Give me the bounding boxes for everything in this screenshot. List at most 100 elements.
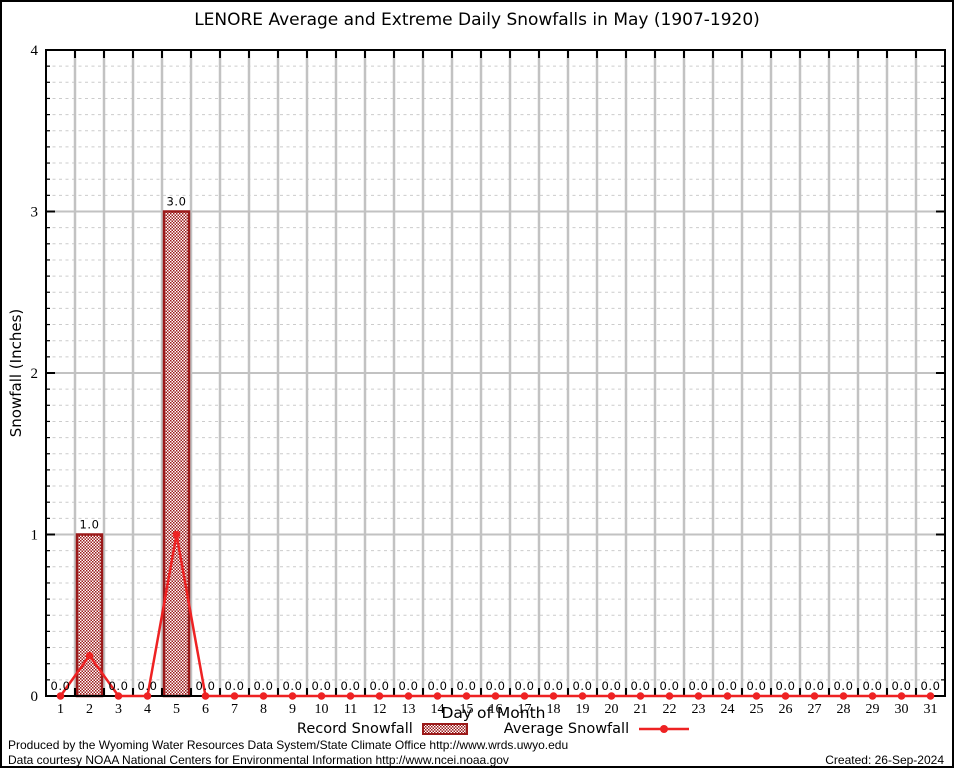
average-marker-day-17: [520, 692, 529, 700]
value-label-day-1: 0.0: [50, 679, 70, 693]
value-label-day-28: 0.0: [833, 679, 853, 693]
value-label-day-27: 0.0: [804, 679, 824, 693]
average-marker-day-11: [346, 692, 355, 700]
svg-text:30: 30: [895, 702, 909, 717]
svg-text:16: 16: [489, 702, 503, 717]
svg-text:21: 21: [634, 702, 648, 717]
value-label-day-29: 0.0: [862, 679, 882, 693]
x-axis-title: Day of Month: [441, 704, 546, 722]
value-label-day-9: 0.0: [282, 679, 302, 693]
svg-text:14: 14: [431, 702, 445, 717]
svg-text:2: 2: [86, 702, 93, 717]
svg-text:17: 17: [518, 702, 532, 717]
average-marker-day-18: [549, 692, 558, 700]
average-marker-day-27: [810, 692, 819, 700]
svg-text:3: 3: [31, 205, 39, 221]
value-label-day-13: 0.0: [398, 679, 418, 693]
average-marker-day-1: [56, 692, 65, 700]
value-label-day-10: 0.0: [311, 679, 331, 693]
average-marker-day-19: [578, 692, 587, 700]
svg-text:0: 0: [31, 689, 39, 705]
chart-legend: Record Snowfall Average Snowfall: [44, 721, 943, 737]
svg-text:19: 19: [576, 702, 590, 717]
average-marker-day-12: [375, 692, 384, 700]
svg-text:2: 2: [31, 366, 39, 382]
svg-text:4: 4: [31, 43, 39, 59]
footer-data-courtesy: Data courtesy NOAA National Centers for …: [8, 753, 509, 767]
svg-text:8: 8: [260, 702, 267, 717]
legend-record-label: Record Snowfall: [296, 721, 413, 737]
value-label-day-21: 0.0: [630, 679, 650, 693]
svg-text:12: 12: [373, 702, 387, 717]
average-marker-day-7: [230, 692, 239, 700]
value-label-day-18: 0.0: [543, 679, 563, 693]
record-snowfall-swatch-icon: [421, 723, 468, 735]
svg-text:27: 27: [808, 702, 822, 717]
value-label-day-14: 0.0: [427, 679, 447, 693]
svg-text:25: 25: [750, 702, 764, 717]
footer-produced-by: Produced by the Wyoming Water Resources …: [8, 738, 569, 752]
svg-text:1: 1: [57, 702, 64, 717]
y-minor-gridlines: [46, 65, 945, 681]
svg-text:1: 1: [31, 528, 39, 544]
value-label-day-31: 0.0: [920, 679, 940, 693]
average-marker-day-8: [259, 692, 268, 700]
record-value-labels: 0.0 1.0 0.0 0.0 3.0 0.0 0.0 0.0 0.0 0.0 0.0 0.0 0.0 0…: [50, 195, 940, 694]
svg-text:5: 5: [173, 702, 180, 717]
value-label-day-12: 0.0: [369, 679, 389, 693]
average-marker-day-29: [868, 692, 877, 700]
average-snowfall-line: [56, 530, 935, 700]
value-label-day-16: 0.0: [485, 679, 505, 693]
plot-area: 0.0 1.0 0.0 0.0 3.0 0.0 0.0 0.0 0.0 0.0 0.0 0.0 0.0 0…: [31, 43, 946, 717]
value-label-day-15: 0.0: [456, 679, 476, 693]
value-label-day-25: 0.0: [746, 679, 766, 693]
average-marker-day-14: [433, 692, 442, 700]
average-marker-day-26: [781, 692, 790, 700]
average-marker-day-13: [404, 692, 413, 700]
svg-text:23: 23: [692, 702, 706, 717]
value-label-day-8: 0.0: [253, 679, 273, 693]
svg-text:6: 6: [202, 702, 209, 717]
svg-text:22: 22: [663, 702, 677, 717]
average-marker-day-30: [897, 692, 906, 700]
value-label-day-5: 3.0: [166, 195, 186, 209]
value-label-day-2: 1.0: [79, 518, 99, 532]
svg-text:3: 3: [115, 702, 122, 717]
value-label-day-24: 0.0: [717, 679, 737, 693]
value-label-day-6: 0.0: [195, 679, 215, 693]
svg-text:10: 10: [315, 702, 329, 717]
chart-title: LENORE Average and Extreme Daily Snowfal…: [194, 10, 760, 30]
svg-text:18: 18: [547, 702, 561, 717]
average-marker-day-25: [752, 692, 761, 700]
svg-text:4: 4: [144, 702, 151, 717]
value-label-day-26: 0.0: [775, 679, 795, 693]
average-marker-day-21: [636, 692, 645, 700]
average-marker-day-28: [839, 692, 848, 700]
svg-text:11: 11: [344, 702, 357, 717]
value-label-day-3: 0.0: [108, 679, 128, 693]
average-snowfall-line-icon: [639, 725, 690, 733]
average-marker-day-31: [926, 692, 935, 700]
average-marker-day-22: [665, 692, 674, 700]
svg-text:20: 20: [605, 702, 619, 717]
svg-text:24: 24: [721, 702, 735, 717]
svg-text:7: 7: [231, 702, 238, 717]
value-label-day-4: 0.0: [137, 679, 157, 693]
svg-text:29: 29: [866, 702, 880, 717]
x-gridlines: [73, 50, 918, 696]
average-marker-day-10: [317, 692, 326, 700]
svg-text:15: 15: [460, 702, 474, 717]
svg-text:13: 13: [402, 702, 416, 717]
average-marker-day-2: [85, 651, 94, 660]
average-marker-day-6: [201, 692, 210, 700]
value-label-day-11: 0.0: [340, 679, 360, 693]
value-label-day-7: 0.0: [224, 679, 244, 693]
average-marker-day-4: [143, 692, 152, 700]
svg-text:31: 31: [924, 702, 938, 717]
average-marker-day-3: [114, 692, 123, 700]
svg-text:9: 9: [289, 702, 296, 717]
average-marker-day-5: [172, 530, 181, 539]
svg-text:28: 28: [837, 702, 851, 717]
y-tick-labels: 0 1 2 3 4: [31, 43, 39, 705]
